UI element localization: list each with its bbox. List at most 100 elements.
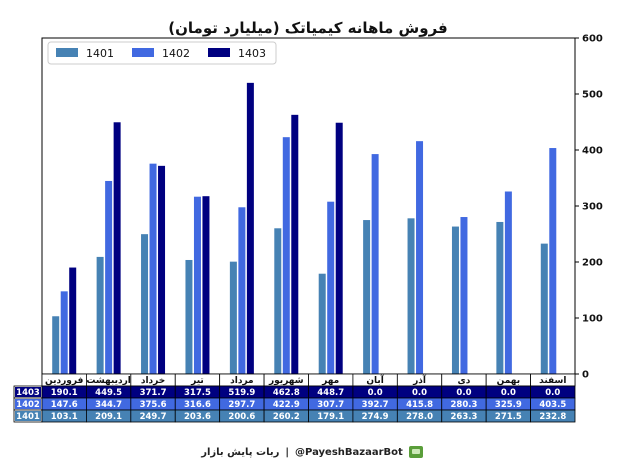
table-cell-value: 317.5: [184, 388, 211, 398]
bot-name: ربات پایش بازار: [201, 446, 280, 458]
category-label: اسفند: [539, 376, 566, 386]
table-cell-value: 307.7: [317, 400, 344, 410]
row-label: 1402: [16, 400, 40, 410]
bar-1403: [335, 122, 343, 374]
y-tick-label: 500: [582, 90, 603, 101]
category-label: دی: [458, 376, 471, 386]
legend-label-1401: 1401: [86, 47, 114, 60]
bar-1401: [496, 221, 504, 374]
row-label-swatch: [15, 399, 41, 409]
table-cell-value: 316.6: [184, 400, 211, 410]
bar-1401: [96, 256, 104, 374]
category-label: فروردین: [45, 376, 83, 386]
legend-swatch-1403: [208, 48, 230, 57]
table-cell-value: 462.8: [273, 388, 300, 398]
legend-label-1402: 1402: [162, 47, 190, 60]
category-label: آذر: [412, 374, 427, 386]
table-cell-value: 203.6: [184, 412, 211, 422]
table-cell-value: 232.8: [539, 412, 566, 422]
table-cell-value: 449.5: [95, 388, 122, 398]
table-cell-value: 249.7: [140, 412, 167, 422]
table-cell-value: 0.0: [412, 388, 427, 398]
row-label: 1403: [16, 388, 40, 398]
table-cell-value: 0.0: [501, 388, 516, 398]
category-label: تیر: [190, 376, 204, 386]
table-cell: [530, 409, 576, 423]
table-cell-value: 278.0: [406, 412, 433, 422]
bar-1401: [318, 273, 326, 374]
category-label: شهریور: [268, 376, 304, 386]
bar-1402: [460, 217, 468, 374]
category-label: مرداد: [230, 376, 254, 386]
chart-title: فروش ماهانه کیمیاتک (میلیارد تومان): [168, 19, 448, 37]
table-cell-value: 190.1: [51, 388, 78, 398]
table-cell-value: 422.9: [273, 400, 300, 410]
table-cell-value: 403.5: [539, 400, 566, 410]
table-cell-value: 415.8: [406, 400, 433, 410]
plot-frame: [41, 37, 576, 375]
category-label: آبان: [366, 374, 384, 386]
bar-1401: [540, 243, 548, 374]
table-cell-value: 200.6: [228, 412, 255, 422]
table-cell-value: 271.5: [495, 412, 522, 422]
table-cell-value: 371.7: [140, 388, 167, 398]
table-cell-value: 280.3: [451, 400, 478, 410]
bar-1401: [141, 234, 149, 374]
table-cell-value: 274.9: [362, 412, 389, 422]
bar-1403: [291, 114, 299, 374]
robot-icon: [408, 446, 423, 458]
bar-1401: [52, 316, 60, 374]
category-label: بهمن: [497, 376, 520, 386]
y-tick-label: 200: [582, 258, 603, 269]
row-label-swatch: [15, 387, 41, 397]
bar-1403: [113, 122, 121, 374]
bar-1401: [229, 261, 237, 374]
sales-chart: فروش ماهانه کیمیاتک (میلیارد تومان) 0 100…: [13, 19, 603, 423]
footer-separator: |: [285, 446, 290, 458]
bar-1402: [504, 191, 512, 374]
bar-1402: [238, 207, 246, 374]
category-label: مهر: [321, 376, 339, 386]
y-tick-label: 400: [582, 146, 603, 157]
legend-swatch-1402: [132, 48, 154, 57]
bar-1401: [274, 228, 282, 374]
table-cell-value: 344.7: [95, 400, 122, 410]
table-cell-value: 297.7: [228, 400, 255, 410]
category-label: خرداد: [141, 376, 165, 386]
bar-1401: [185, 259, 193, 374]
footer: ربات پایش بازار | @PayeshBazaarBot: [0, 440, 624, 464]
bar-1402: [549, 148, 557, 374]
table-cell-value: 325.9: [495, 400, 522, 410]
row-label-swatch: [15, 411, 41, 421]
y-tick-label: 100: [582, 314, 603, 325]
y-tick-label: 0: [582, 370, 589, 381]
category-label: اردیبهشت: [86, 376, 131, 386]
y-tick-label: 600: [582, 34, 603, 45]
bar-1402: [60, 291, 68, 374]
bar-1403: [246, 82, 254, 374]
table-cell-value: 519.9: [228, 388, 255, 398]
bar-1403: [158, 165, 166, 374]
table-cell-value: 179.1: [317, 412, 344, 422]
bar-1402: [193, 196, 201, 374]
table-cell-value: 209.1: [95, 412, 122, 422]
y-tick-label: 300: [582, 202, 603, 213]
bar-1403: [69, 267, 77, 374]
table-cell-value: 392.7: [362, 400, 389, 410]
table-cell-value: 375.6: [140, 400, 167, 410]
table-cell-value: 0.0: [456, 388, 471, 398]
bar-1402: [105, 180, 113, 374]
table-cell-value: 0.0: [545, 388, 560, 398]
legend-swatch-1401: [56, 48, 78, 57]
bar-1402: [416, 141, 424, 374]
bar-1402: [282, 137, 290, 374]
bot-handle: @PayeshBazaarBot: [295, 446, 403, 458]
bar-1401: [451, 226, 459, 374]
bar-1401: [363, 220, 371, 374]
table-cell-value: 0.0: [368, 388, 383, 398]
legend-box: [47, 41, 277, 65]
bar-1402: [149, 163, 157, 374]
table-cell-value: 263.3: [451, 412, 478, 422]
table-cell-value: 260.2: [273, 412, 300, 422]
table-cell-value: 147.6: [51, 400, 78, 410]
